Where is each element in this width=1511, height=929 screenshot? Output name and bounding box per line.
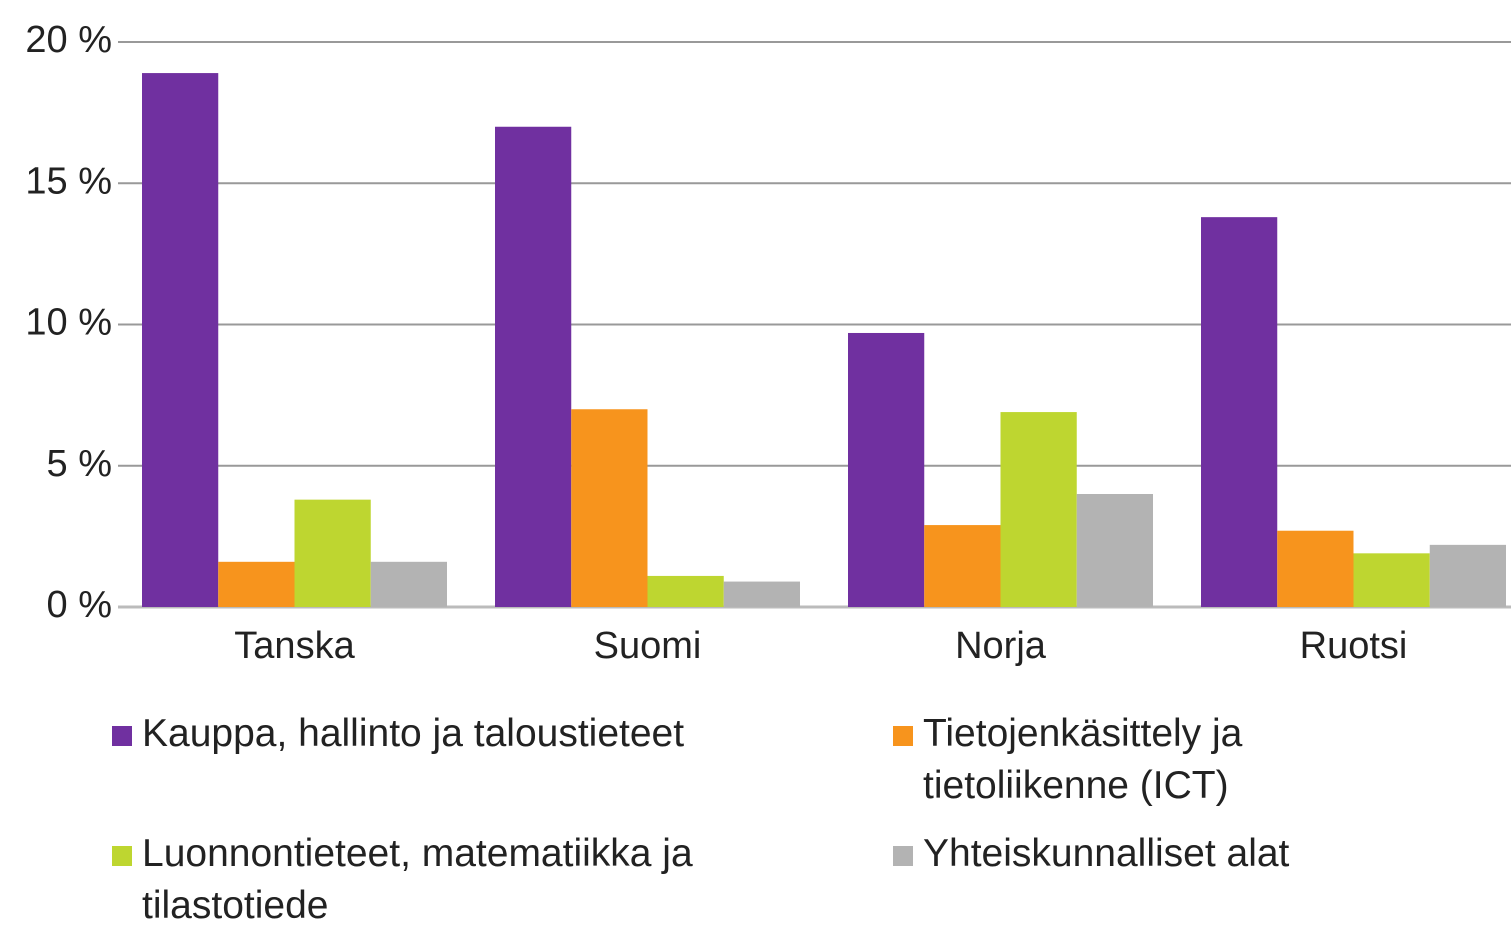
legend-label: Luonnontieteet, matematiikka ja tilastot… [142, 832, 693, 927]
bar [370, 561, 447, 607]
bar [142, 73, 219, 607]
y-tick-label: 15 % [25, 160, 112, 202]
legend-swatch [893, 726, 913, 746]
legend-swatch [112, 726, 132, 746]
bar [1076, 494, 1153, 607]
legend-item: Tietojenkäsittely ja tietoliikenne (ICT) [893, 708, 1363, 812]
bar [1201, 217, 1278, 607]
legend-swatch [893, 846, 913, 866]
bar [848, 332, 925, 607]
bar [1429, 544, 1506, 607]
legend-label: Kauppa, hallinto ja taloustieteet [142, 712, 685, 755]
bar [218, 561, 295, 607]
bar [294, 499, 371, 607]
bar [924, 525, 1001, 607]
x-tick-label: Suomi [594, 625, 702, 667]
legend-swatch [112, 846, 132, 866]
plot: 0 % 5 % 10 % 15 % 20 % Tanska Suomi Norja Ruotsi [25, 19, 1511, 667]
bar [723, 581, 800, 607]
y-tick-label: 5 % [47, 443, 112, 485]
bar [571, 409, 648, 607]
bar [1000, 412, 1077, 607]
bar [1353, 553, 1430, 607]
x-tick-label: Tanska [234, 625, 355, 667]
legend-item: Kauppa, hallinto ja taloustieteet [112, 708, 782, 760]
bar [647, 575, 724, 607]
legend-item: Yhteiskunnalliset alat [893, 828, 1363, 880]
legend-label: Tietojenkäsittely ja tietoliikenne (ICT) [923, 712, 1243, 807]
x-tick-label: Ruotsi [1300, 625, 1408, 667]
y-tick-label: 0 % [47, 584, 112, 626]
legend-item: Luonnontieteet, matematiikka ja tilastot… [112, 828, 782, 929]
bar [495, 126, 572, 607]
x-tick-label: Norja [955, 625, 1047, 667]
legend-label: Yhteiskunnalliset alat [923, 832, 1290, 875]
y-tick-label: 10 % [25, 302, 112, 344]
y-tick-label: 20 % [25, 19, 112, 61]
bar [1277, 530, 1354, 607]
